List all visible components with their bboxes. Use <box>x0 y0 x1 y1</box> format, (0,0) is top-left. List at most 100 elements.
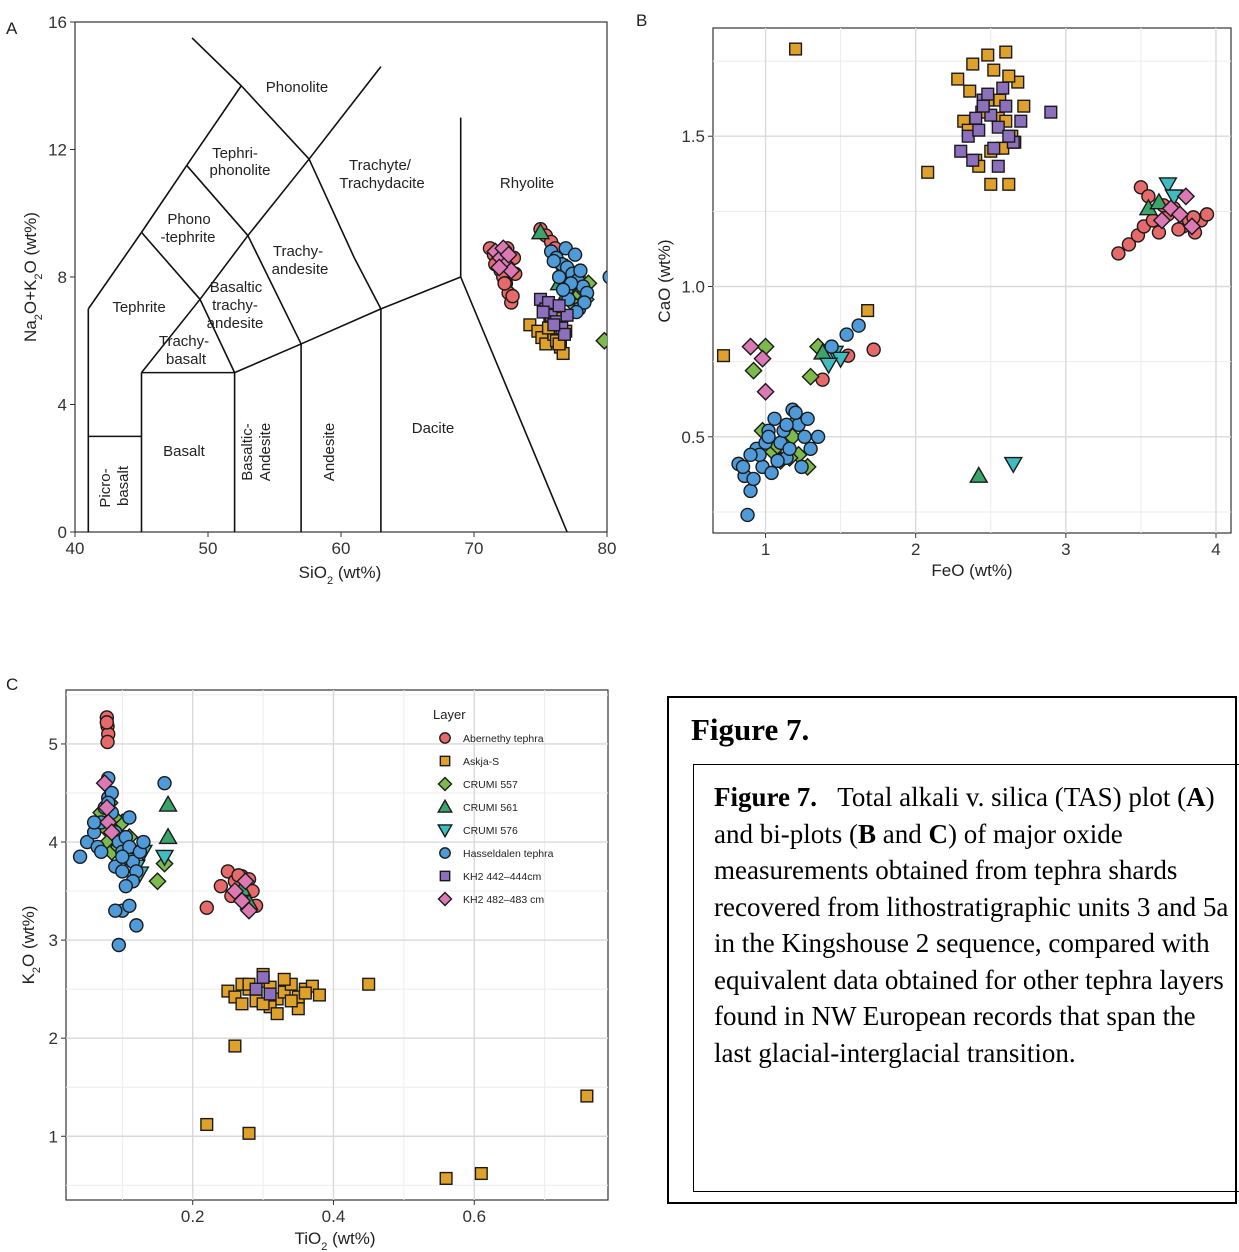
tas-boundary-line <box>380 276 461 310</box>
x-tick-label: 2 <box>911 540 920 559</box>
legend-label: Askja-S <box>463 756 499 768</box>
point-hasseldalen-tephra <box>743 447 758 463</box>
point-askja-s <box>277 985 291 999</box>
caption-part1: Total alkali v. silica (TAS) plot ( <box>837 782 1187 812</box>
caption-ref-b: B <box>857 818 876 849</box>
point-askja-s <box>270 1007 284 1021</box>
point-abernethy-tephra <box>505 288 520 304</box>
x-tick-label: 50 <box>199 539 218 558</box>
tas-boundary-line <box>140 298 201 374</box>
panel-a-axes: 40 50 60 70 80 0 4 8 12 16 <box>48 13 616 558</box>
point-hasseldalen-tephra <box>767 411 782 426</box>
point-hasseldalen-tephra <box>735 459 751 475</box>
region-dacite: Dacite <box>412 420 455 437</box>
point-hasseldalen-tephra <box>797 429 812 445</box>
point-hasseldalen-tephra <box>129 918 144 933</box>
point-hasseldalen-tephra <box>115 864 130 879</box>
point-kh2-442-444cm <box>1044 105 1058 119</box>
point-kh2-442-444cm <box>999 99 1013 113</box>
caption-ref-c: C <box>928 818 948 849</box>
point-askja-s <box>312 988 326 1002</box>
point-hasseldalen-tephra <box>761 429 776 445</box>
point-askja-s <box>298 986 312 1000</box>
point-askja-s <box>228 1039 242 1053</box>
point-hasseldalen-tephra <box>824 339 839 354</box>
point-kh2-442-444cm <box>256 970 270 984</box>
point-kh2-442-444cm <box>976 99 990 113</box>
point-hasseldalen-tephra <box>779 417 794 432</box>
caption-lead: Figure 7. <box>714 782 817 812</box>
x-tick-label: 3 <box>1061 540 1070 559</box>
panel-c: C 0.2 0.4 0.6 1 2 3 4 5 Layer Abernethy tephra As… <box>6 675 609 1252</box>
point-kh2-482-483-cm <box>1152 211 1172 230</box>
point-askja-s <box>305 979 319 993</box>
y-tick-label: 1.0 <box>681 278 705 297</box>
panel-b-grid <box>713 28 1231 533</box>
region-trachyandesite-2: andesite <box>272 261 329 278</box>
panel-c-label: C <box>6 675 18 694</box>
region-tephrite: Tephrite <box>112 299 165 316</box>
tas-boundary-line <box>234 343 302 374</box>
x-tick-label: 70 <box>465 539 484 558</box>
panel-b-axes: 1 2 3 4 0.5 1.0 1.5 <box>681 127 1220 559</box>
legend-title: Layer <box>433 707 466 722</box>
caption-ref-a: A <box>1186 782 1206 812</box>
point-hasseldalen-tephra <box>546 253 561 269</box>
tas-boundary-line <box>240 85 310 160</box>
point-askja-s <box>235 997 249 1011</box>
point-hasseldalen-tephra <box>567 247 583 262</box>
point-kh2-482-483-cm <box>97 798 116 817</box>
legend-label: CRUMI 561 <box>463 802 518 814</box>
point-kh2-442-444cm <box>1002 129 1016 143</box>
tas-boundary-line <box>140 164 188 233</box>
legend: Layer Abernethy tephra Askja-S CRUMI 557 CRU… <box>433 707 554 907</box>
point-kh2-482-483-cm <box>741 337 760 356</box>
y-tick-label: 5 <box>49 735 58 754</box>
point-crumi-557 <box>595 331 607 350</box>
point-kh2-442-444cm <box>547 318 561 332</box>
point-hasseldalen-tephra <box>743 483 758 499</box>
tas-boundary-line <box>353 257 382 310</box>
x-tick-label: 1 <box>761 540 770 559</box>
point-crumi-576 <box>154 849 175 867</box>
y-tick-label: 12 <box>48 141 67 160</box>
point-kh2-482-483-cm <box>1176 187 1196 206</box>
legend-marker-abernethy-tephra <box>439 732 451 744</box>
legend-marker-crumi-576 <box>437 824 453 839</box>
point-abernethy-tephra <box>1171 222 1186 237</box>
point-hasseldalen-tephra <box>157 775 172 791</box>
point-askja-s <box>981 48 995 62</box>
caption-part3: ) of major oxide measurements obtained f… <box>714 818 1229 1068</box>
point-kh2-442-444cm <box>991 120 1005 134</box>
point-hasseldalen-tephra <box>136 834 151 850</box>
panel-b: B 1 2 3 4 0.5 1.0 1.5 FeO (wt%) CaO (wt%) <box>636 11 1232 580</box>
point-askja-s <box>474 1166 488 1181</box>
point-hasseldalen-tephra <box>851 318 866 333</box>
point-crumi-557 <box>744 361 763 380</box>
point-crumi-557 <box>148 872 167 891</box>
point-abernethy-tephra <box>866 342 881 357</box>
point-askja-s <box>951 72 965 86</box>
legend-label: KH2 442–444cm <box>463 871 541 883</box>
point-kh2-442-444cm <box>996 81 1010 95</box>
point-crumi-561 <box>158 827 178 845</box>
region-trachyandesite-1: Trachy- <box>273 243 323 260</box>
point-abernethy-tephra <box>1199 207 1215 222</box>
legend-marker-kh2-442-444cm <box>439 870 451 882</box>
point-kh2-442-444cm <box>263 987 277 1001</box>
point-kh2-442-444cm <box>1014 114 1028 128</box>
point-abernethy-tephra <box>497 276 512 291</box>
point-kh2-442-444cm <box>991 159 1005 173</box>
point-kh2-442-444cm <box>560 308 574 322</box>
point-askja-s <box>228 990 242 1004</box>
point-askja-s <box>291 1002 305 1016</box>
point-askja-s <box>1002 69 1016 83</box>
region-basalt: Basalt <box>163 443 206 460</box>
panel-b-ylabel: CaO (wt%) <box>655 239 674 322</box>
panel-a-points <box>482 221 607 361</box>
point-crumi-561 <box>530 222 551 240</box>
panel-c-ylabel: K2O (wt%) <box>19 906 43 985</box>
point-askja-s <box>256 997 270 1011</box>
y-tick-label: 1.5 <box>681 127 705 146</box>
